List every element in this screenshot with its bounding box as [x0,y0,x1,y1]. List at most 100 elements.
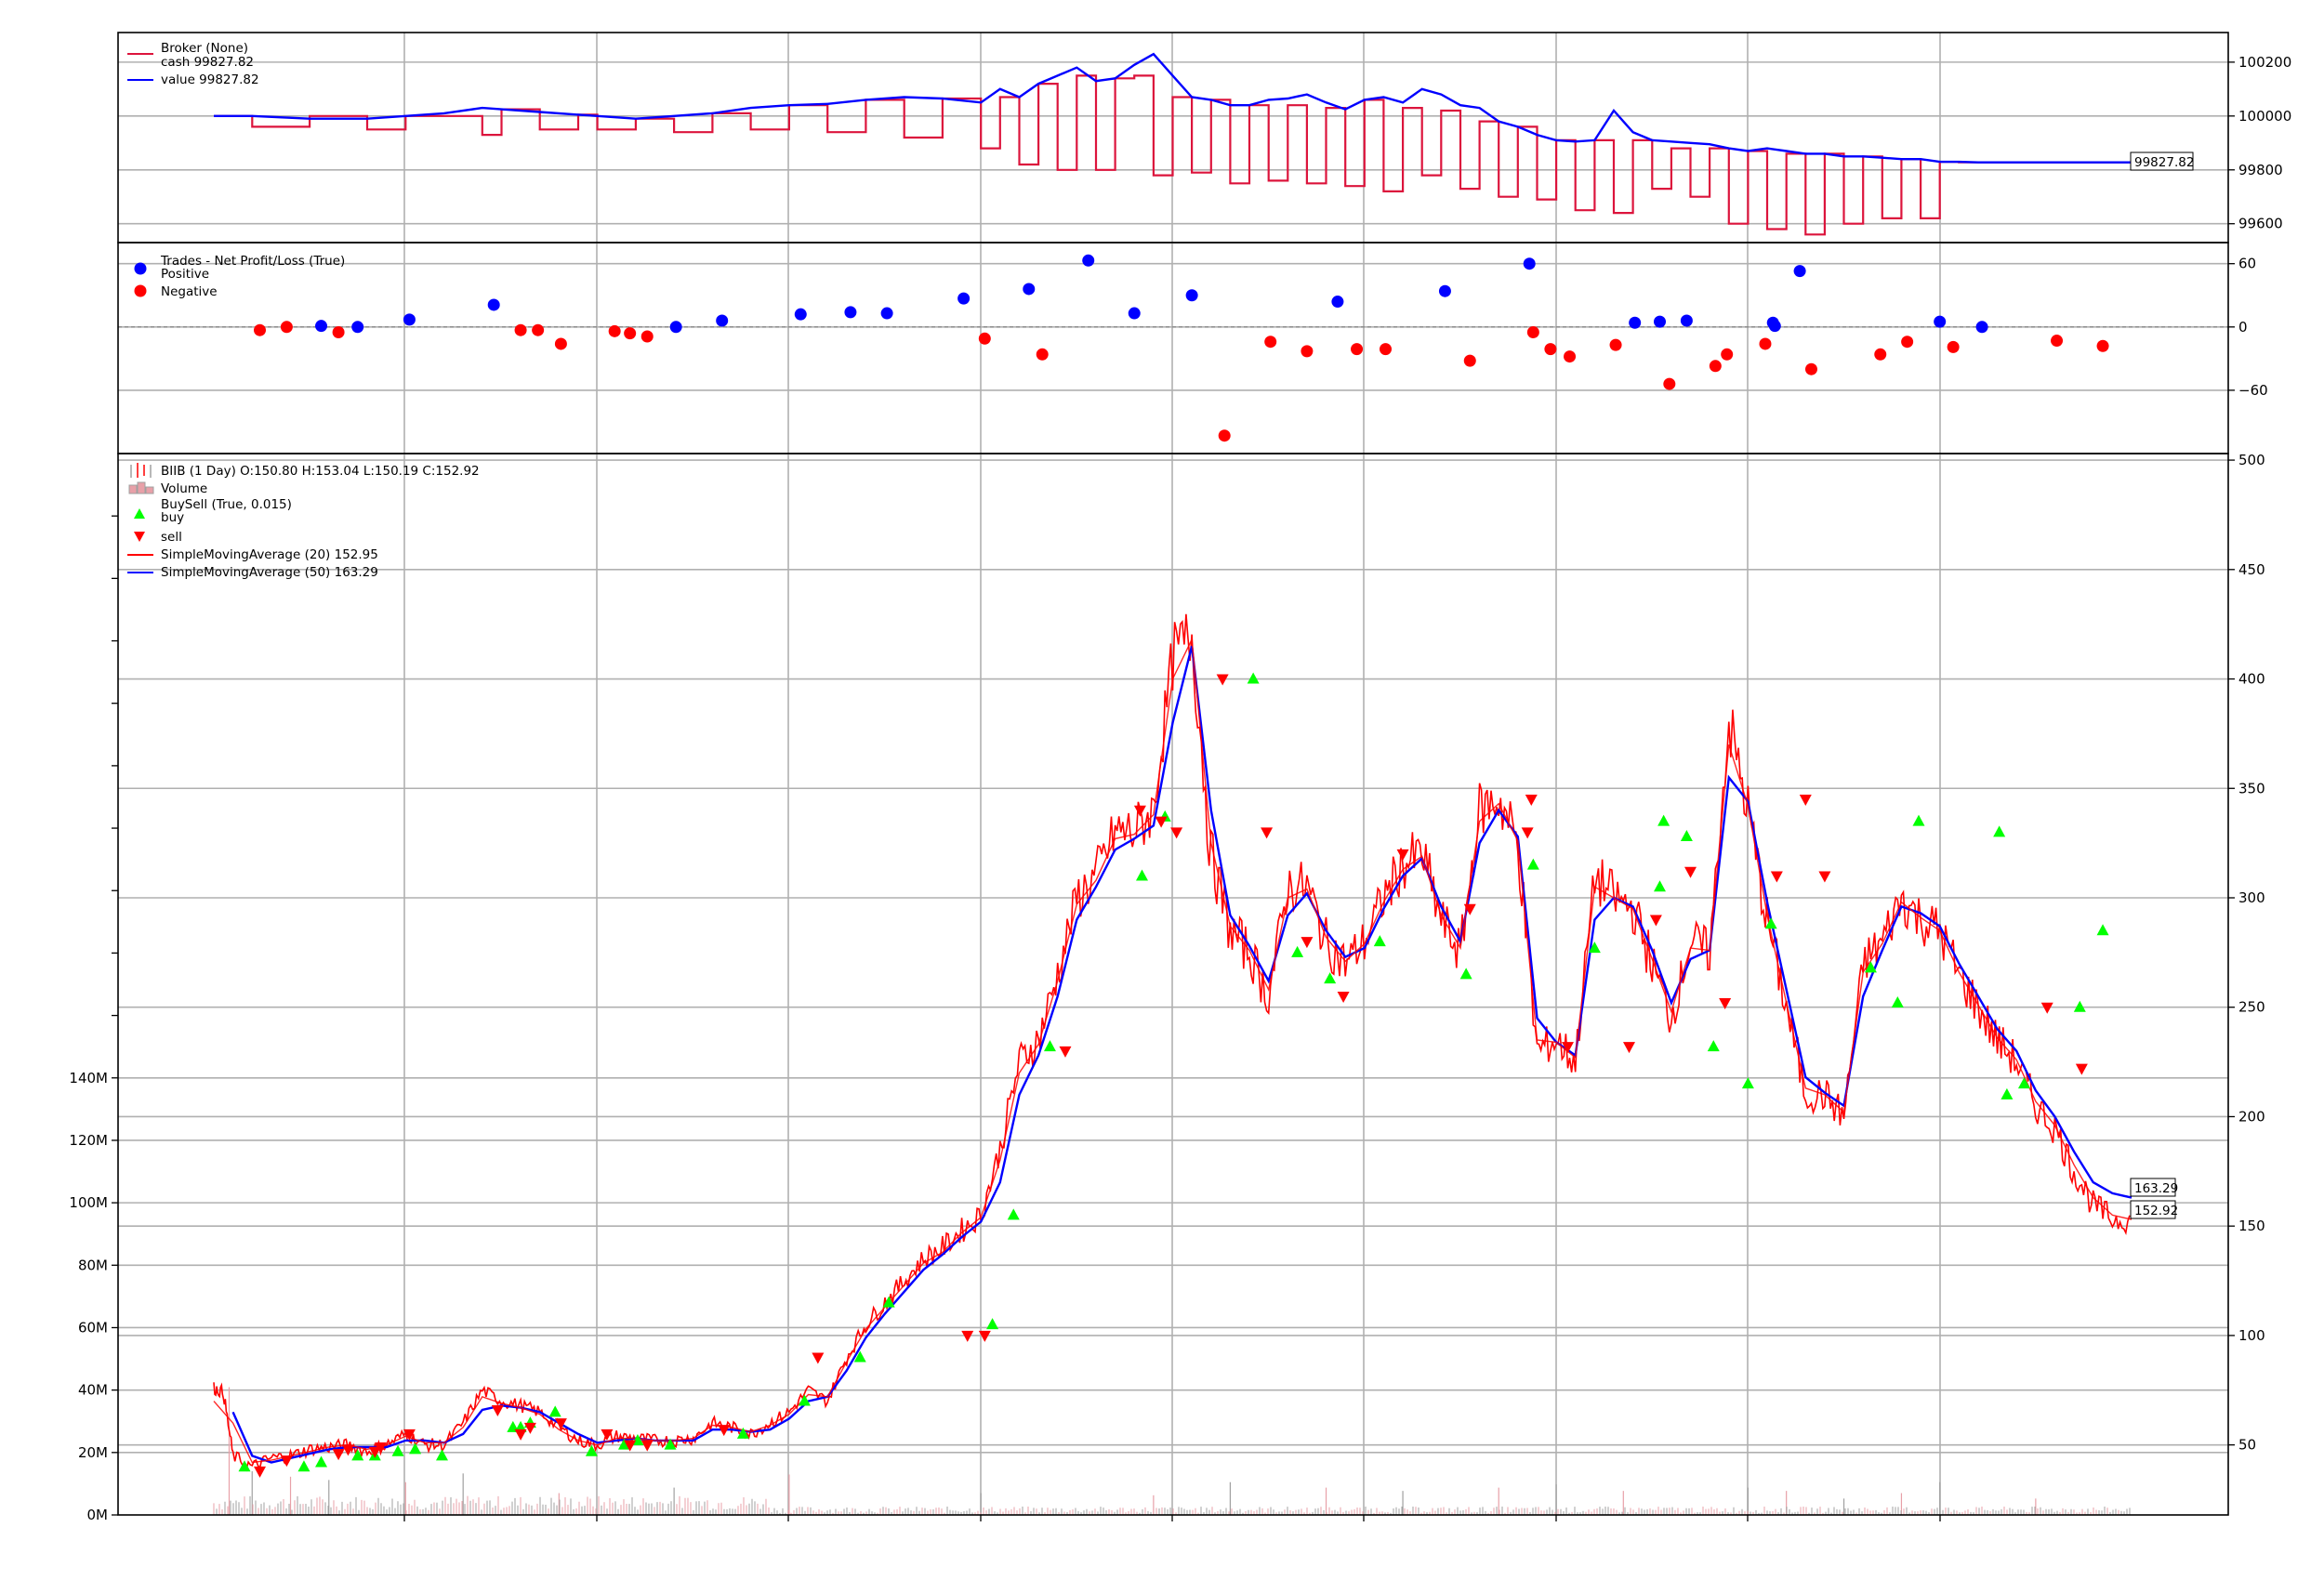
sell-signal-marker [978,1330,991,1342]
sell-signal-marker [1216,674,1229,686]
sell-signal-marker [332,1449,345,1461]
buy-signal-marker [514,1420,527,1432]
buy-signal-marker [736,1427,749,1439]
legend-buysell-label: BuySell (True, 0.015) [161,497,292,512]
legend-negative-marker [134,284,147,297]
price-y-axis: 50 100 150 200 250 300 350 400 450 500 [2228,452,2265,1454]
sell-signal-marker [1261,827,1274,839]
buy-signal-marker [1993,825,2006,837]
sell-signal-marker [491,1404,504,1416]
buy-signal-marker [798,1394,811,1406]
sell-signal-marker [1770,871,1783,883]
price-y-tick-label: 500 [2238,452,2265,468]
sell-signal-marker [1337,991,1350,1003]
price-frame [117,453,2229,1516]
sell-signal-marker [1133,805,1146,817]
negative-trade-point [1379,343,1392,356]
positive-trade-point [351,321,364,334]
legend-volume-icon [128,481,154,494]
volume-y-tick-label: 20M [78,1444,108,1461]
positive-trade-point [487,298,500,311]
sell-signal-marker [341,1444,354,1456]
buy-signal-marker [409,1442,422,1455]
legend-sma20-label: SimpleMovingAverage (20) 152.95 [161,547,378,562]
buy-signal-marker [1654,880,1667,892]
buy-signal-marker [548,1405,561,1417]
sell-signal-marker [624,1440,637,1452]
buy-signal-marker [1741,1077,1754,1089]
volume-y-tick-label: 60M [78,1319,108,1336]
buy-signal-marker [297,1460,310,1472]
broker-y-tick-label: 99600 [2238,216,2283,232]
negative-trade-point [1874,348,1887,361]
negative-trade-point [254,323,267,336]
negative-trade-point [1301,345,1314,358]
legend-cash-label: cash 99827.82 [161,55,254,70]
sell-signal-marker [1684,866,1697,878]
buy-signal-marker [435,1449,448,1461]
sell-signal-marker [1521,827,1534,839]
price-y-tick-label: 150 [2238,1218,2265,1234]
positive-trade-point [1654,315,1667,328]
buy-signal-marker [617,1438,630,1450]
sell-signal-marker [1719,998,1732,1010]
buy-signal-marker [1007,1208,1020,1220]
price-y-tick-label: 400 [2238,671,2265,688]
sell-signal-marker [601,1429,614,1441]
sell-signal-marker [403,1429,416,1441]
sell-signal-marker [1155,816,1168,828]
positive-trade-point [957,292,971,305]
negative-trade-point [1264,336,1277,349]
positive-trade-point [716,314,729,327]
buy-signal-marker [882,1296,895,1308]
broker-legend: Broker (None) cash 99827.82 value 99827.… [127,41,259,87]
positive-trade-point [669,321,682,334]
buy-signal-marker [986,1318,999,1330]
volume-y-axis: 0M 20M 40M 60M 80M 100M 120M 140M [69,515,118,1523]
sell-signal-marker [554,1418,567,1430]
sell-signal-marker [2040,1002,2053,1014]
sell-signal-marker [1059,1046,1072,1058]
positive-trade-point [1331,296,1344,309]
sell-signal-marker [1622,1042,1635,1054]
buy-signal-marker [1680,830,1693,842]
broker-y-tick-label: 100000 [2238,108,2291,125]
buy-signal-marker [238,1460,251,1472]
positive-trade-point [1793,265,1806,278]
buy-signal-marker [2017,1077,2030,1089]
positive-trade-point [1438,284,1451,297]
volume-bars [213,1387,2131,1515]
buy-signal-marker [664,1438,677,1450]
trades-y-axis: −60 0 60 [2228,256,2268,399]
buy-signal-marker [1588,941,1601,954]
price-y-tick-label: 450 [2238,561,2265,578]
trades-y-tick-label: 60 [2238,256,2256,272]
volume-y-tick-label: 40M [78,1382,108,1399]
sell-signal-marker [1301,937,1314,949]
trades-y-tick-label: 0 [2238,319,2248,336]
negative-trade-point [1218,429,1231,442]
sell-signal-marker [961,1330,974,1342]
trades-frame [117,242,2229,454]
negative-trade-point [1564,350,1577,363]
trades-y-tick-label: −60 [2238,382,2268,399]
buy-signal-marker [1324,972,1337,984]
negative-trade-point [1721,348,1734,361]
sell-signal-marker [523,1422,536,1434]
buy-signal-marker [2096,924,2109,936]
legend-sell-label: sell [161,530,182,545]
trades-panel: −60 0 60 Trades - Net Profit/Loss (True) P… [117,242,2268,454]
positive-trade-point [315,320,328,333]
sell-signal-marker [1463,903,1476,915]
legend-buy-marker [134,508,145,519]
buy-signal-marker [1373,935,1386,947]
negative-trade-point [978,332,991,345]
legend-broker-title: Broker (None) [161,41,248,56]
price-legend: BIIB (1 Day) O:150.80 H:153.04 L:150.19 … [127,463,480,580]
positive-trade-point [1023,283,1036,296]
value-series-line [214,52,2132,164]
legend-buy-label: buy [161,510,184,525]
buy-signal-marker [1526,858,1539,870]
positive-trade-point [1128,307,1141,320]
sell-signal-marker [718,1425,731,1437]
